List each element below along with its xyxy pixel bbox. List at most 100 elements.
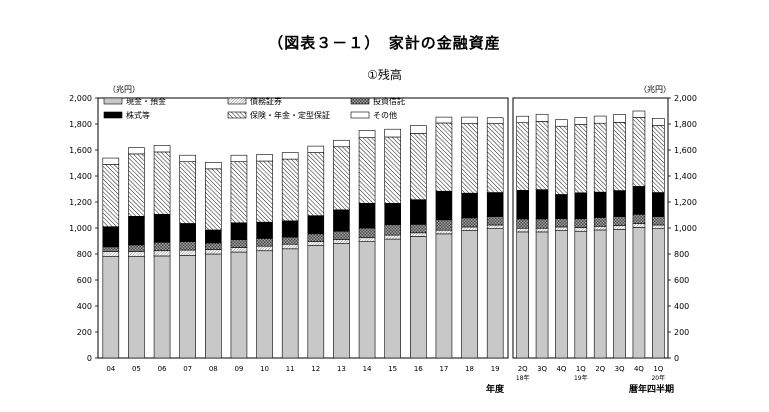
x-tick-label: 19: [491, 365, 500, 373]
bar-segment-insurance: [333, 146, 350, 211]
bar-segment-equity: [102, 226, 120, 248]
x-tick-label: 1Q: [653, 365, 663, 373]
bar-segment-other: [535, 113, 549, 122]
bar-segment-securities: [230, 247, 248, 253]
bar-segment-insurance: [435, 122, 453, 192]
bar-segment-securities: [358, 237, 376, 242]
bar-segment-funds: [256, 238, 273, 247]
y-tick-label: 600: [674, 276, 689, 285]
bar-segment-securities: [128, 251, 145, 257]
bar-segment-cash: [205, 253, 222, 359]
bar-segment-funds: [593, 217, 607, 227]
bar-segment-cash: [230, 251, 248, 359]
legend-label-securities: 債務証券: [250, 96, 282, 106]
bar-segment-other: [281, 152, 299, 160]
bar-segment-insurance: [613, 122, 626, 191]
bar-segment-securities: [555, 226, 568, 231]
bar-segment-other: [128, 147, 145, 155]
x-tick-label: 3Q: [615, 365, 625, 373]
bar-segment-equity: [281, 220, 299, 238]
bar-segment-funds: [555, 218, 568, 228]
bar-segment-securities: [153, 250, 171, 257]
bar-segment-equity: [128, 216, 145, 246]
bar-segment-cash: [613, 229, 626, 359]
bar-segment-insurance: [358, 137, 376, 204]
bar-segment-funds: [153, 242, 171, 252]
bar-segment-equity: [516, 190, 529, 220]
bar-segment-other: [179, 154, 196, 162]
x-tick-label: 13: [337, 365, 346, 373]
bar-segment-equity: [307, 215, 325, 235]
bar-segment-cash: [102, 256, 120, 359]
bar-segment-other: [486, 117, 504, 124]
bar-segment-equity: [435, 190, 453, 221]
bar-segment-insurance: [652, 125, 665, 193]
bar-segment-funds: [516, 218, 529, 229]
bar-segment-securities: [516, 227, 529, 233]
y-tick-label: 0: [87, 354, 92, 363]
bar-segment-other: [574, 117, 588, 125]
bar-segment-other: [230, 154, 248, 162]
bar-segment-cash: [632, 227, 646, 359]
bar-segment-insurance: [486, 123, 504, 193]
bar-segment-funds: [652, 216, 665, 226]
y-tick-label: 1,200: [69, 198, 92, 207]
bar-segment-equity: [358, 203, 376, 229]
x-tick-label: 09: [234, 365, 243, 373]
bar-segment-other: [333, 139, 350, 148]
bar-segment-other: [435, 116, 453, 124]
bar-segment-equity: [384, 203, 401, 226]
bar-segment-other: [410, 125, 427, 134]
bar-segment-funds: [358, 227, 376, 239]
bar-segment-other: [384, 128, 401, 138]
y-tick-label: 0: [674, 354, 679, 363]
bar-segment-funds: [574, 218, 588, 228]
x-year-label: 20年: [651, 374, 665, 382]
y-tick-label: 1,000: [674, 224, 697, 233]
legend-swatch-cash: [103, 97, 123, 105]
bar-segment-cash: [652, 228, 665, 359]
bar-segment-cash: [256, 250, 273, 359]
bar-segment-equity: [555, 194, 568, 219]
bar-segment-securities: [205, 249, 222, 255]
bar-segment-equity: [153, 214, 171, 243]
bar-segment-securities: [307, 241, 325, 246]
bar-segment-cash: [516, 231, 529, 359]
x-tick-label: 04: [106, 365, 115, 373]
bar-segment-cash: [574, 230, 588, 359]
bar-segment-equity: [574, 192, 588, 220]
bar-segment-funds: [179, 241, 196, 251]
bar-segment-cash: [461, 230, 478, 359]
bar-segment-other: [153, 145, 171, 153]
bar-segment-funds: [307, 233, 325, 242]
bar-segment-insurance: [179, 161, 196, 224]
legend-swatch-equity: [103, 111, 123, 119]
bar-segment-funds: [461, 217, 478, 228]
bar-segment-insurance: [256, 160, 273, 223]
y-tick-label: 800: [77, 250, 92, 259]
x-tick-label: 10: [260, 365, 269, 373]
bar-segment-funds: [410, 224, 427, 234]
bar-segment-other: [102, 157, 120, 165]
bar-segment-equity: [632, 186, 646, 215]
y-axis-unit-right: （兆円）: [639, 85, 671, 94]
bar-segment-securities: [486, 224, 504, 229]
bar-segment-equity: [593, 191, 607, 218]
bar-segment-cash: [410, 236, 427, 359]
bar-segment-equity: [652, 192, 665, 217]
bar-segment-insurance: [102, 164, 120, 228]
bar-segment-securities: [281, 243, 299, 250]
bar-segment-securities: [256, 245, 273, 252]
x-tick-label: 07: [183, 365, 192, 373]
x-tick-label: 06: [158, 365, 167, 373]
bar-segment-securities: [535, 227, 549, 233]
bar-segment-cash: [486, 228, 504, 359]
bar-segment-securities: [613, 225, 626, 230]
x-axis-title-annual: 年度: [486, 385, 505, 395]
bar-segment-cash: [128, 256, 145, 359]
x-tick-label: 08: [209, 365, 218, 373]
y-tick-label: 1,400: [69, 172, 92, 181]
bar-segment-cash: [384, 238, 401, 359]
y-tick-label: 1,600: [674, 146, 697, 155]
